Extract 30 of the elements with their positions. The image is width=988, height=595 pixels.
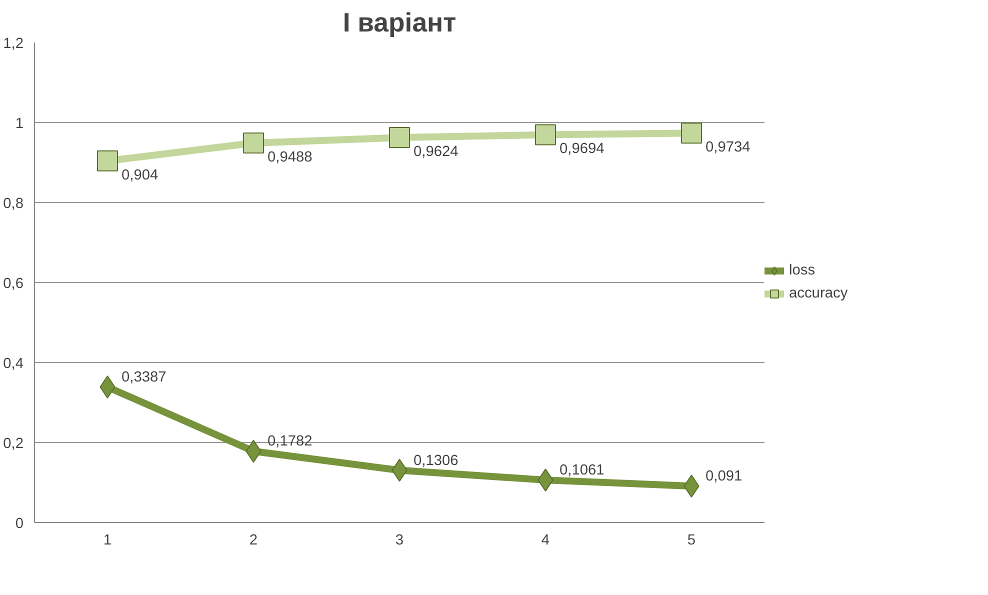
data-label: 0,9624 [414,144,458,160]
y-tick-label: 0,2 [3,436,24,452]
legend-label: accuracy [789,286,848,302]
data-label: 0,904 [122,167,158,184]
y-tick-label: 0,6 [3,276,24,292]
data-label: 0,9734 [706,140,750,156]
y-tick-label: 0 [15,516,24,532]
x-tick-label: 2 [249,532,258,548]
point [389,127,410,148]
data-label: 0,1782 [268,434,312,450]
x-tick-label: 4 [541,532,550,548]
y-tick-label: 1,2 [3,36,24,52]
y-tick-label: 1 [15,116,24,132]
x-tick-label: 3 [395,532,404,548]
point [535,124,556,146]
legend-label: loss [789,262,816,278]
chart-title: I варіант [342,8,456,38]
x-tick-label: 5 [687,532,696,548]
point [681,122,702,144]
data-label: 0,3387 [122,370,166,386]
data-label: 0,9488 [268,149,312,166]
data-label: 0,9694 [560,141,604,158]
data-label: 0,091 [706,468,742,485]
y-tick-label: 0,8 [3,196,24,212]
point [243,132,264,154]
x-tick-label: 1 [103,532,112,548]
data-label: 0,1061 [560,462,604,479]
data-label: 0,1306 [414,452,458,469]
y-tick-label: 0,4 [3,356,24,372]
point [97,150,118,172]
